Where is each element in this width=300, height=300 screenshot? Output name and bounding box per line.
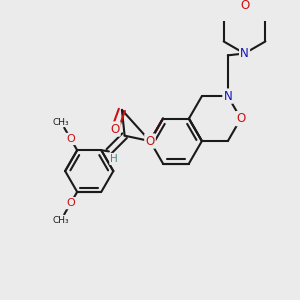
Text: H: H — [110, 154, 118, 164]
Text: O: O — [236, 112, 245, 125]
Text: O: O — [240, 0, 249, 12]
Text: CH₃: CH₃ — [53, 118, 69, 127]
Text: CH₃: CH₃ — [53, 215, 69, 224]
Text: N: N — [224, 90, 232, 103]
Text: O: O — [110, 122, 120, 136]
Text: O: O — [146, 135, 154, 148]
Text: O: O — [66, 198, 75, 208]
Text: N: N — [240, 47, 249, 60]
Text: O: O — [66, 134, 75, 144]
